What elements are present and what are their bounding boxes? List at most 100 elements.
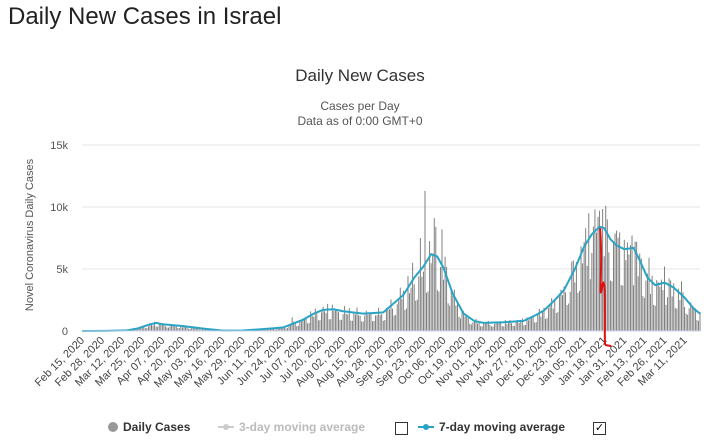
daily-case-bar [554,298,556,331]
daily-case-bar [608,252,610,331]
daily-case-bar [498,322,500,331]
daily-case-bar [307,323,309,331]
daily-case-bar [273,328,275,331]
daily-case-bar [535,322,537,331]
daily-case-bar [192,327,194,331]
daily-case-bar [324,311,326,331]
daily-case-bar [560,289,562,331]
daily-case-bar [305,316,307,331]
daily-case-bar [435,226,437,331]
daily-case-bar [506,324,508,331]
daily-case-bar [501,326,503,331]
daily-case-bar [266,329,268,331]
daily-case-bar [606,219,608,331]
daily-case-bar [685,313,687,331]
legend-item-daily-cases[interactable]: Daily Cases [108,420,190,434]
daily-cases-chart: Daily New Cases Cases per Day Data as of… [24,66,701,390]
checkbox-3day[interactable] [395,422,408,435]
daily-case-bar [299,321,301,331]
daily-case-bar [483,322,485,331]
daily-case-bar [696,320,698,331]
daily-case-bar [551,298,553,331]
daily-case-bar [481,326,483,331]
daily-case-bar [453,289,455,331]
daily-case-bar [393,315,395,331]
legend-item-3day[interactable]: 3-day moving average [218,420,365,434]
daily-case-bar [161,323,163,331]
daily-case-bar [514,325,516,331]
daily-case-bar [160,324,162,331]
daily-case-bar [334,310,336,331]
daily-case-bar [630,245,631,331]
daily-case-bar [308,322,310,331]
daily-case-bar [438,291,440,331]
daily-case-bar [322,306,324,331]
daily-case-bar [557,312,559,331]
daily-case-bar [464,316,466,331]
daily-case-bar [631,235,633,331]
daily-case-bar [313,316,315,331]
daily-case-bar [538,309,540,331]
daily-case-bar [682,292,684,331]
daily-case-bar [412,262,414,331]
daily-case-bar [653,304,655,331]
daily-case-bar [398,300,400,331]
daily-case-bar [597,216,599,331]
daily-case-bar [531,317,533,331]
daily-case-bar [157,326,159,331]
daily-case-bar [447,303,449,331]
daily-case-bar [545,318,546,331]
daily-case-bar [494,324,495,331]
daily-case-bar [378,307,380,331]
daily-case-bar [202,328,203,331]
daily-case-bar [668,278,670,331]
daily-case-bar [311,315,313,331]
daily-case-bar [639,253,641,331]
legend-item-7day[interactable]: 7-day moving average [418,420,565,434]
daily-case-bar [321,312,322,331]
daily-case-bar [353,312,355,331]
daily-case-bar [518,323,520,331]
daily-case-bar [341,319,343,331]
daily-case-bar [149,323,151,331]
daily-case-bar [656,280,658,331]
daily-case-bar [443,279,444,331]
daily-case-bar [558,293,560,331]
daily-case-bar [619,232,621,331]
daily-cases-bars [83,190,701,331]
page-title: Daily New Cases in Israel [8,3,282,30]
daily-case-bar [283,327,285,331]
daily-case-bar [662,290,664,331]
daily-case-bar [473,321,475,331]
daily-case-bar [622,285,624,331]
daily-case-bar [166,327,168,331]
chart-subtitle-2: Data as of 0:00 GMT+0 [297,114,422,128]
daily-case-bar [288,324,290,331]
daily-case-bar [310,311,312,331]
daily-case-bar [697,320,699,331]
daily-case-bar [338,312,339,331]
daily-case-bar [421,276,423,331]
daily-case-bar [294,323,296,331]
daily-case-bar [509,320,511,331]
daily-case-bar [358,315,360,331]
daily-case-bar [580,246,582,331]
daily-case-bar [197,327,199,331]
legend-label-7day: 7-day moving average [439,420,566,434]
daily-case-bar [387,309,389,331]
daily-case-bar [511,323,512,331]
daily-case-bar [616,230,618,331]
daily-case-bar [362,321,364,331]
daily-case-bar [164,326,166,331]
daily-case-bar [427,291,429,331]
daily-case-bar [549,304,551,331]
daily-case-bar [489,324,491,331]
daily-case-bar [194,328,196,331]
daily-case-bar [614,233,616,331]
daily-case-bar [168,327,169,331]
daily-case-bar [395,314,397,331]
checkbox-7day[interactable]: ✓ [593,422,606,435]
daily-case-bar [673,283,675,331]
daily-case-bar [188,328,190,331]
